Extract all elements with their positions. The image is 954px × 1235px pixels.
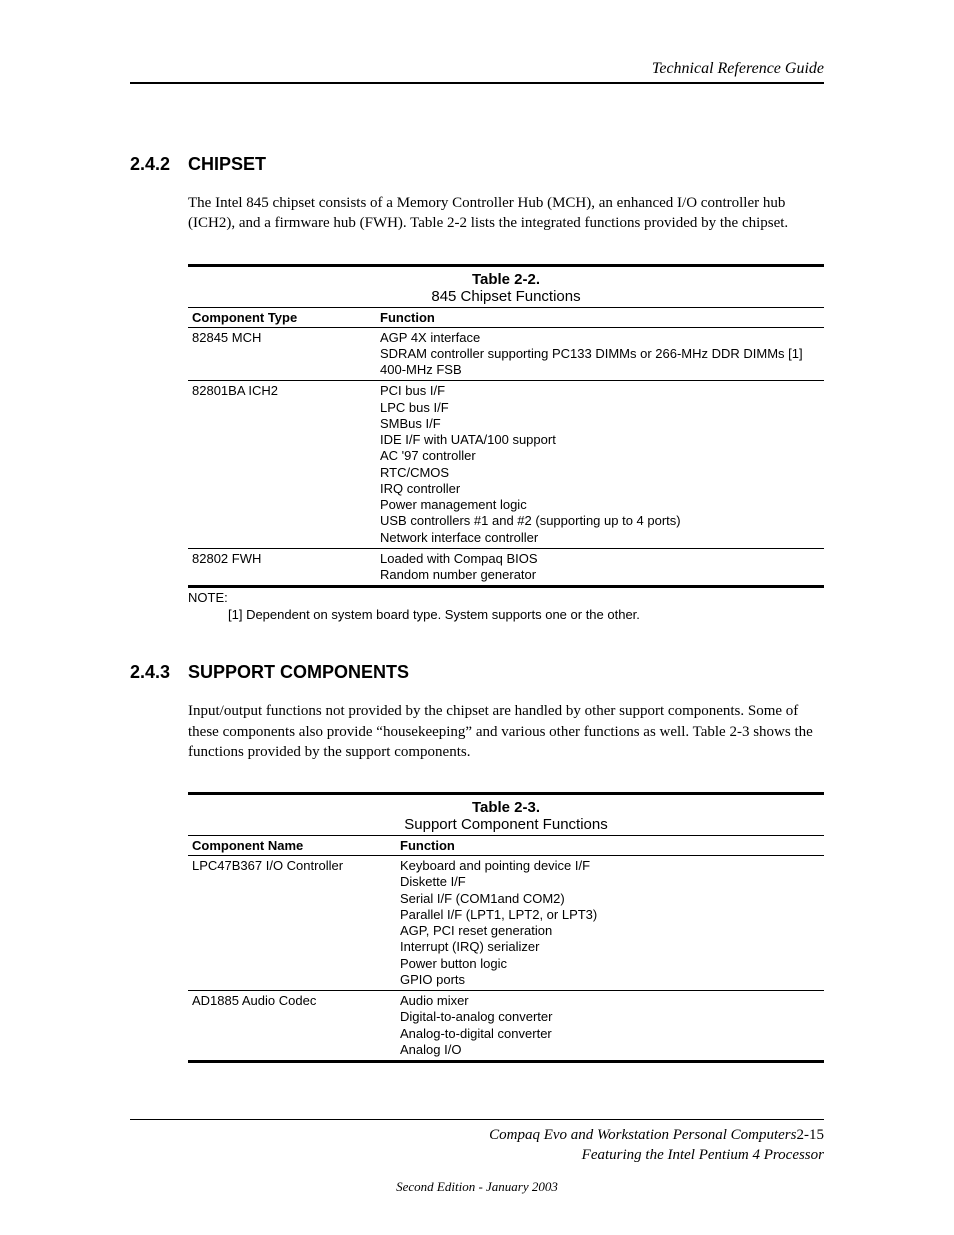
- function-line: Parallel I/F (LPT1, LPT2, or LPT3): [400, 907, 820, 923]
- function-line: SDRAM controller supporting PC133 DIMMs …: [380, 346, 820, 362]
- page-header: Technical Reference Guide: [130, 60, 824, 84]
- function-line: Keyboard and pointing device I/F: [400, 858, 820, 874]
- table-row: 82802 FWH Loaded with Compaq BIOS Random…: [188, 548, 824, 585]
- function-line: Power button logic: [400, 956, 820, 972]
- component-name: AD1885 Audio Codec: [188, 991, 396, 1061]
- table-label: Table 2-3.: [188, 792, 824, 816]
- section-title: CHIPSET: [188, 154, 266, 174]
- component-functions: Keyboard and pointing device I/F Diskett…: [396, 856, 824, 991]
- section-number: 2.4.2: [130, 154, 188, 175]
- col-header-function: Function: [396, 836, 824, 856]
- table-row: AD1885 Audio Codec Audio mixer Digital-t…: [188, 991, 824, 1061]
- function-line: AGP 4X interface: [380, 330, 820, 346]
- table-label: Table 2-2.: [188, 264, 824, 288]
- function-line: USB controllers #1 and #2 (supporting up…: [380, 513, 820, 529]
- footer-line2: Featuring the Intel Pentium 4 Processor: [130, 1146, 824, 1166]
- header-title: Technical Reference Guide: [652, 60, 824, 77]
- function-line: Network interface controller: [380, 530, 820, 546]
- section-number: 2.4.3: [130, 662, 188, 683]
- component-name: LPC47B367 I/O Controller: [188, 856, 396, 991]
- function-line: Interrupt (IRQ) serializer: [400, 939, 820, 955]
- function-line: GPIO ports: [400, 972, 820, 988]
- function-line: PCI bus I/F: [380, 383, 820, 399]
- footer-line1: Compaq Evo and Workstation Personal Comp…: [130, 1126, 824, 1146]
- section-paragraph: Input/output functions not provided by t…: [188, 701, 824, 762]
- page-footer: Compaq Evo and Workstation Personal Comp…: [130, 1119, 824, 1195]
- function-line: Analog I/O: [400, 1042, 820, 1058]
- function-line: Loaded with Compaq BIOS: [380, 551, 820, 567]
- chipset-table: Component Type Function 82845 MCH AGP 4X…: [188, 307, 824, 586]
- section-heading-chipset: 2.4.2CHIPSET: [130, 154, 824, 175]
- component-name: 82845 MCH: [188, 327, 376, 381]
- col-header-component-name: Component Name: [188, 836, 396, 856]
- page: Technical Reference Guide 2.4.2CHIPSET T…: [0, 0, 954, 1235]
- function-line: Serial I/F (COM1and COM2): [400, 891, 820, 907]
- table-row: 82801BA ICH2 PCI bus I/F LPC bus I/F SMB…: [188, 381, 824, 549]
- col-header-component-type: Component Type: [188, 307, 376, 327]
- function-line: LPC bus I/F: [380, 400, 820, 416]
- footer-edition: Second Edition - January 2003: [130, 1179, 824, 1195]
- section-paragraph: The Intel 845 chipset consists of a Memo…: [188, 193, 824, 234]
- section-heading-support: 2.4.3SUPPORT COMPONENTS: [130, 662, 824, 683]
- footer-rule: [130, 1119, 824, 1120]
- table-bottom-rule: [188, 1060, 824, 1063]
- function-line: Diskette I/F: [400, 874, 820, 890]
- component-name: 82801BA ICH2: [188, 381, 376, 549]
- table-2-2: Table 2-2. 845 Chipset Functions Compone…: [188, 264, 824, 623]
- function-line: 400-MHz FSB: [380, 362, 820, 378]
- table-row: 82845 MCH AGP 4X interface SDRAM control…: [188, 327, 824, 381]
- function-line: Analog-to-digital converter: [400, 1026, 820, 1042]
- function-line: Power management logic: [380, 497, 820, 513]
- table-caption: Support Component Functions: [188, 816, 824, 835]
- component-functions: Audio mixer Digital-to-analog converter …: [396, 991, 824, 1061]
- footer-page-number: 2-15: [797, 1127, 825, 1143]
- section-title: SUPPORT COMPONENTS: [188, 662, 409, 682]
- function-line: Audio mixer: [400, 993, 820, 1009]
- table-row: LPC47B367 I/O Controller Keyboard and po…: [188, 856, 824, 991]
- function-line: Random number generator: [380, 567, 820, 583]
- support-table: Component Name Function LPC47B367 I/O Co…: [188, 835, 824, 1060]
- function-line: SMBus I/F: [380, 416, 820, 432]
- table-2-3: Table 2-3. Support Component Functions C…: [188, 792, 824, 1063]
- function-line: AGP, PCI reset generation: [400, 923, 820, 939]
- note-label: NOTE:: [188, 590, 824, 605]
- function-line: AC '97 controller: [380, 448, 820, 464]
- function-line: IRQ controller: [380, 481, 820, 497]
- component-functions: Loaded with Compaq BIOS Random number ge…: [376, 548, 824, 585]
- table-caption: 845 Chipset Functions: [188, 288, 824, 307]
- component-name: 82802 FWH: [188, 548, 376, 585]
- footer-doc-title: Compaq Evo and Workstation Personal Comp…: [489, 1127, 796, 1143]
- function-line: Digital-to-analog converter: [400, 1009, 820, 1025]
- note-text: [1] Dependent on system board type. Syst…: [228, 607, 824, 622]
- function-line: IDE I/F with UATA/100 support: [380, 432, 820, 448]
- function-line: RTC/CMOS: [380, 465, 820, 481]
- table-bottom-rule: [188, 585, 824, 588]
- component-functions: PCI bus I/F LPC bus I/F SMBus I/F IDE I/…: [376, 381, 824, 549]
- component-functions: AGP 4X interface SDRAM controller suppor…: [376, 327, 824, 381]
- col-header-function: Function: [376, 307, 824, 327]
